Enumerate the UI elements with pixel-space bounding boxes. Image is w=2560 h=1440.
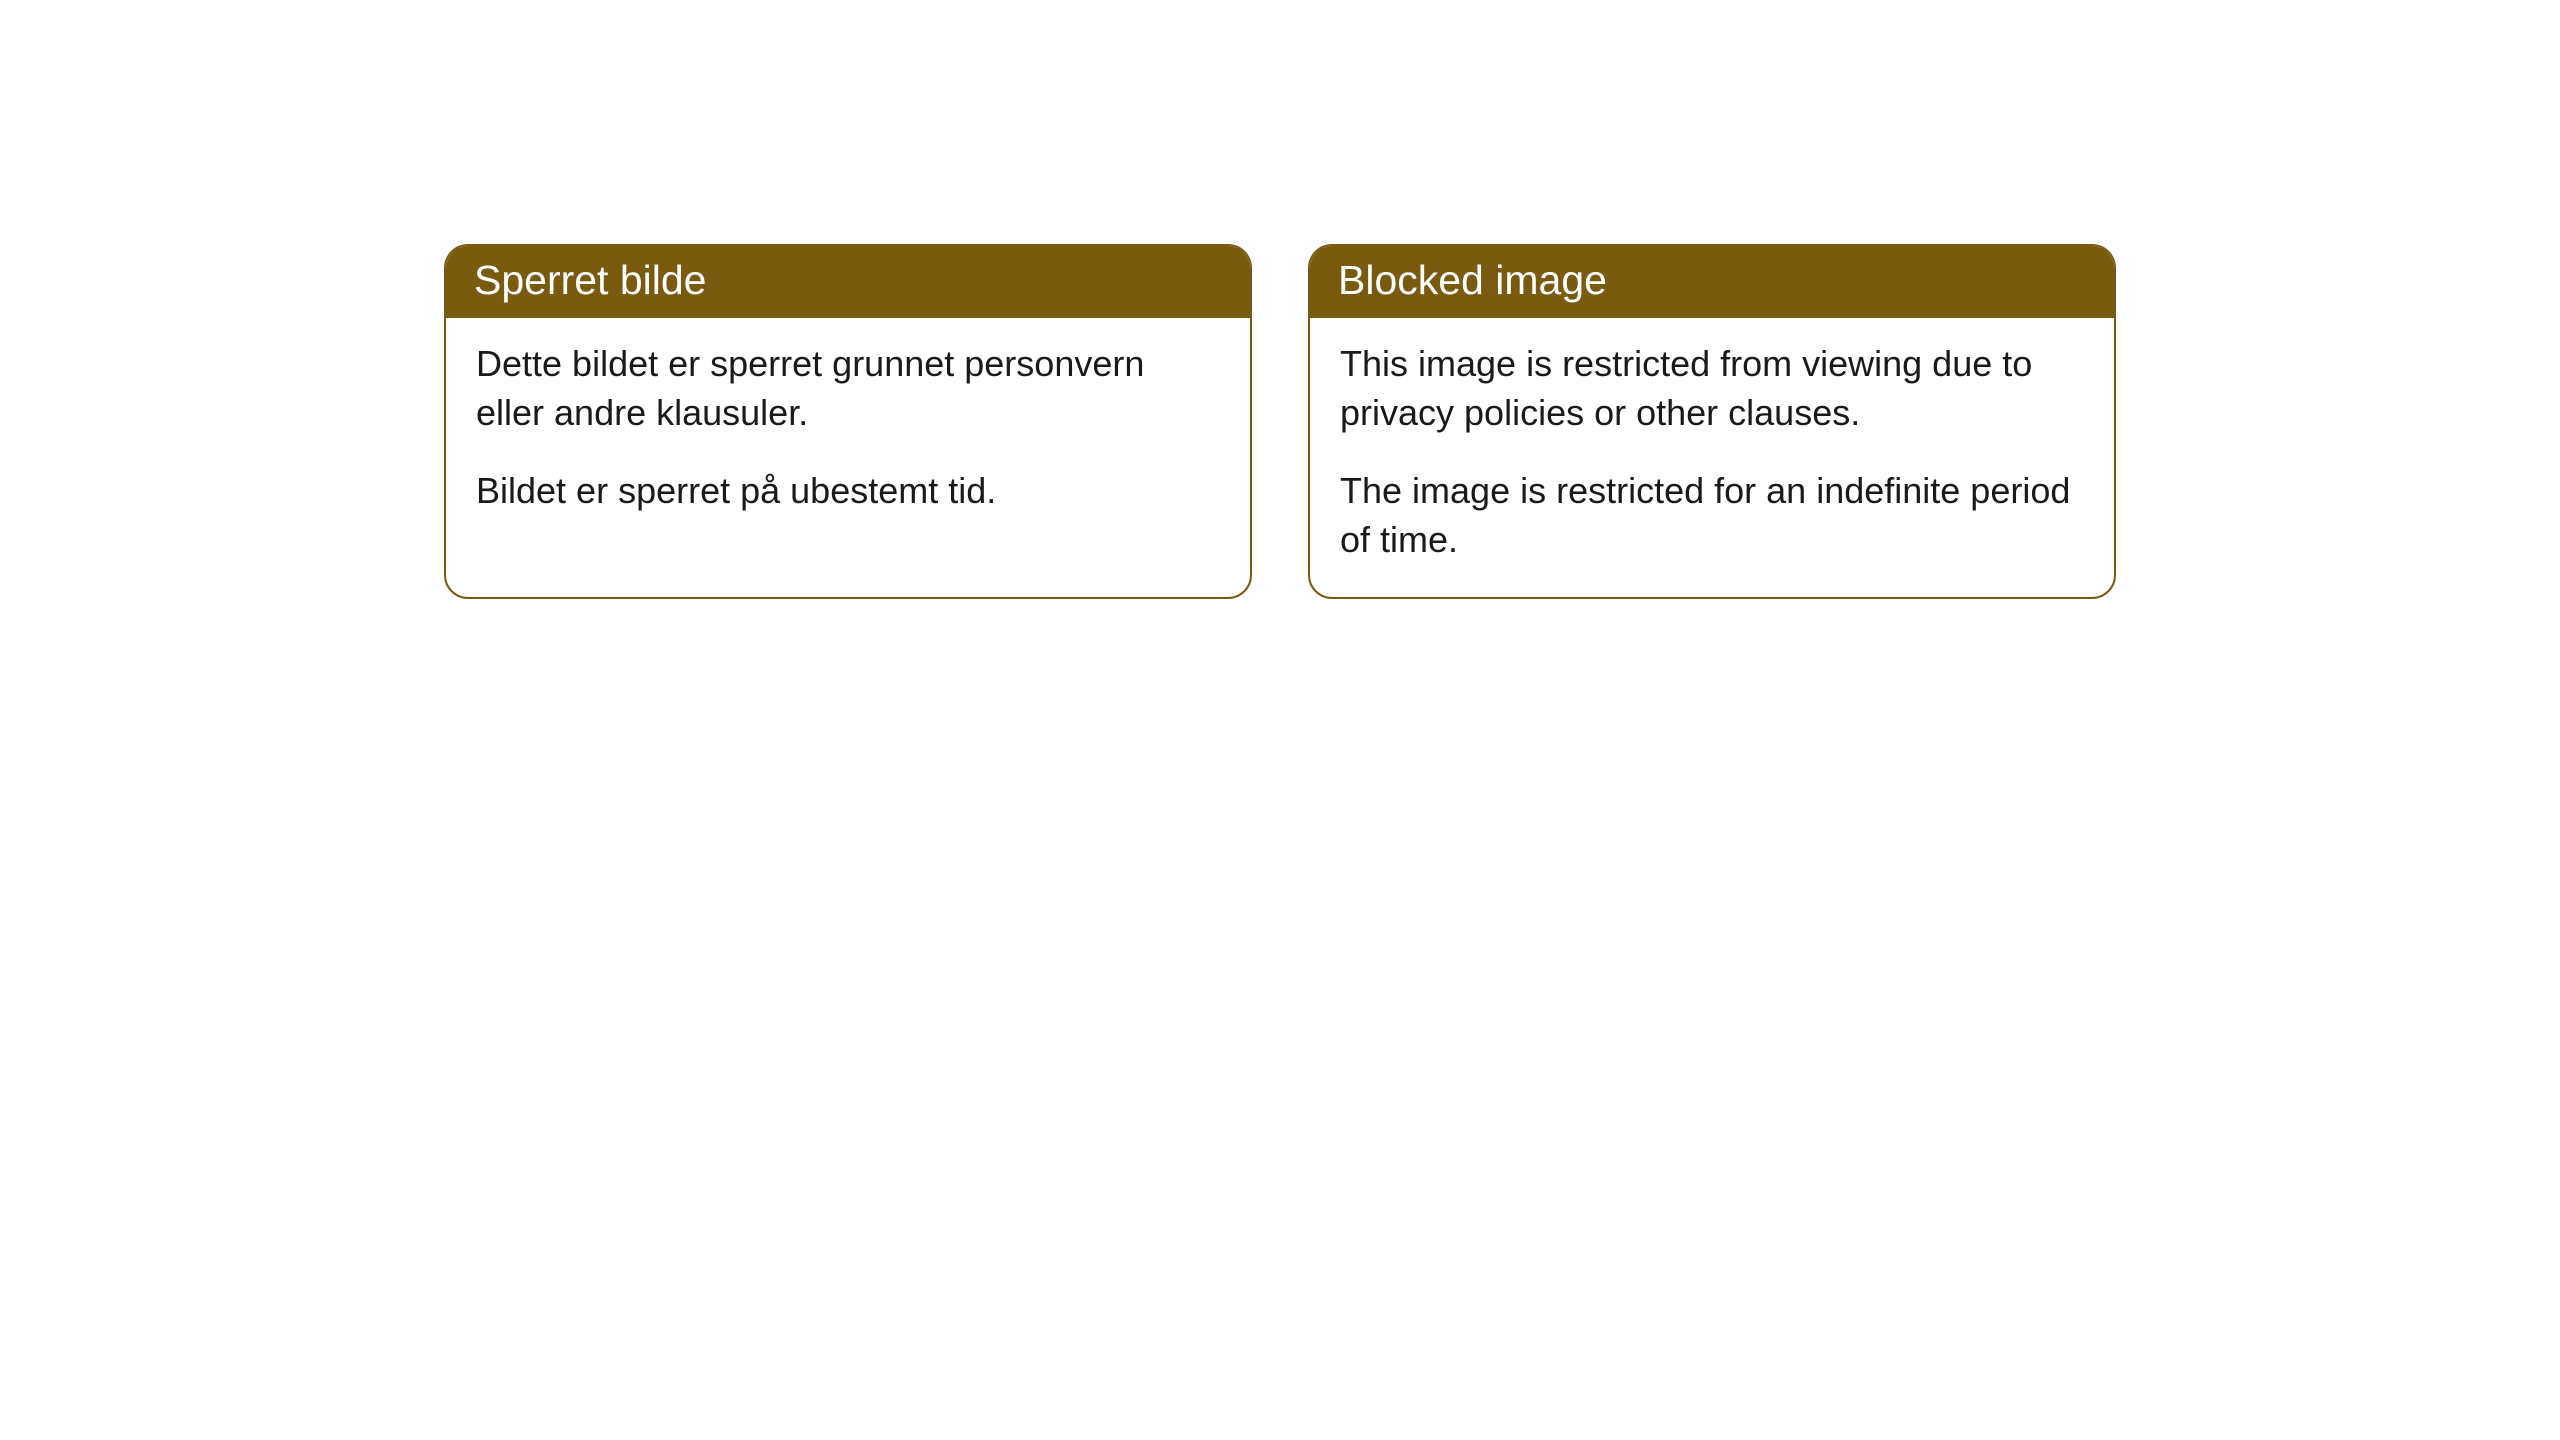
blocked-image-card-en: Blocked image This image is restricted f… [1308,244,2116,599]
card-body-no: Dette bildet er sperret grunnet personve… [446,318,1250,548]
card-header-no: Sperret bilde [446,246,1250,318]
card-paragraph-1-no: Dette bildet er sperret grunnet personve… [476,340,1220,437]
card-header-en: Blocked image [1310,246,2114,318]
card-paragraph-2-no: Bildet er sperret på ubestemt tid. [476,467,1220,516]
card-paragraph-2-en: The image is restricted for an indefinit… [1340,467,2084,564]
card-paragraph-1-en: This image is restricted from viewing du… [1340,340,2084,437]
cards-container: Sperret bilde Dette bildet er sperret gr… [0,244,2560,599]
card-body-en: This image is restricted from viewing du… [1310,318,2114,596]
blocked-image-card-no: Sperret bilde Dette bildet er sperret gr… [444,244,1252,599]
